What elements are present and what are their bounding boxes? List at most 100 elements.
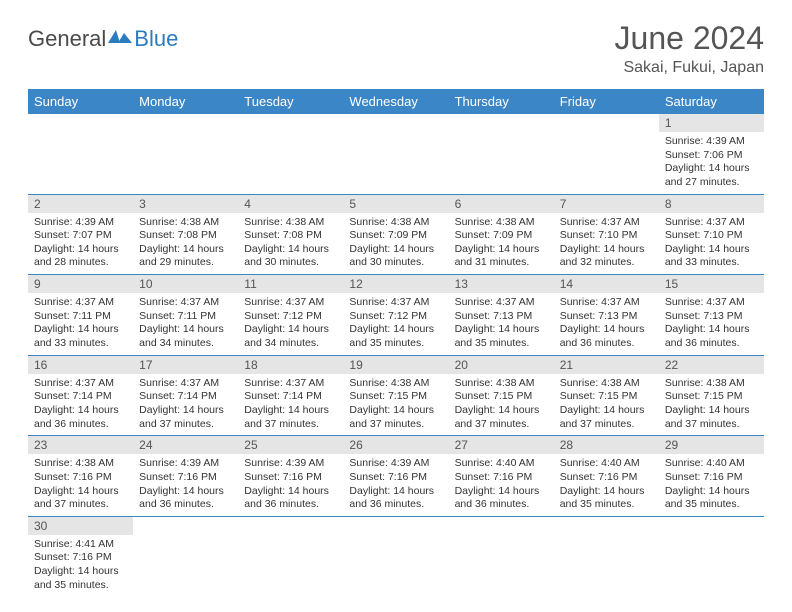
- sunset-text: Sunset: 7:16 PM: [34, 471, 127, 485]
- day-body: Sunrise: 4:37 AMSunset: 7:14 PMDaylight:…: [238, 374, 343, 436]
- day-number: 17: [133, 356, 238, 374]
- sunset-text: Sunset: 7:13 PM: [560, 310, 653, 324]
- daylight-text: Daylight: 14 hours and 35 minutes.: [560, 485, 653, 512]
- daylight-text: Daylight: 14 hours and 37 minutes.: [244, 404, 337, 431]
- logo: General Blue: [28, 26, 178, 52]
- day-number: 1: [659, 114, 764, 132]
- daylight-text: Daylight: 14 hours and 36 minutes.: [665, 323, 758, 350]
- daylight-text: Daylight: 14 hours and 30 minutes.: [349, 243, 442, 270]
- sunset-text: Sunset: 7:15 PM: [349, 390, 442, 404]
- daylight-text: Daylight: 14 hours and 36 minutes.: [139, 485, 232, 512]
- day-body: Sunrise: 4:39 AMSunset: 7:16 PMDaylight:…: [133, 454, 238, 516]
- weekday-header: Tuesday: [238, 89, 343, 114]
- sunset-text: Sunset: 7:16 PM: [139, 471, 232, 485]
- calendar-table: Sunday Monday Tuesday Wednesday Thursday…: [28, 89, 764, 596]
- calendar-cell: 7Sunrise: 4:37 AMSunset: 7:10 PMDaylight…: [554, 194, 659, 275]
- sunrise-text: Sunrise: 4:38 AM: [244, 216, 337, 230]
- sunset-text: Sunset: 7:11 PM: [34, 310, 127, 324]
- calendar-cell: 14Sunrise: 4:37 AMSunset: 7:13 PMDayligh…: [554, 275, 659, 356]
- calendar-cell: 22Sunrise: 4:38 AMSunset: 7:15 PMDayligh…: [659, 355, 764, 436]
- calendar-cell: [449, 114, 554, 194]
- daylight-text: Daylight: 14 hours and 35 minutes.: [349, 323, 442, 350]
- day-number: 3: [133, 195, 238, 213]
- calendar-cell: 9Sunrise: 4:37 AMSunset: 7:11 PMDaylight…: [28, 275, 133, 356]
- flag-icon: [106, 27, 134, 52]
- sunrise-text: Sunrise: 4:37 AM: [34, 296, 127, 310]
- daylight-text: Daylight: 14 hours and 30 minutes.: [244, 243, 337, 270]
- daylight-text: Daylight: 14 hours and 36 minutes.: [34, 404, 127, 431]
- sunset-text: Sunset: 7:15 PM: [560, 390, 653, 404]
- day-number: 24: [133, 436, 238, 454]
- sunrise-text: Sunrise: 4:37 AM: [139, 296, 232, 310]
- daylight-text: Daylight: 14 hours and 34 minutes.: [244, 323, 337, 350]
- calendar-week-row: 30Sunrise: 4:41 AMSunset: 7:16 PMDayligh…: [28, 516, 764, 596]
- calendar-cell: 11Sunrise: 4:37 AMSunset: 7:12 PMDayligh…: [238, 275, 343, 356]
- sunset-text: Sunset: 7:16 PM: [349, 471, 442, 485]
- calendar-cell: 13Sunrise: 4:37 AMSunset: 7:13 PMDayligh…: [449, 275, 554, 356]
- day-body: Sunrise: 4:39 AMSunset: 7:16 PMDaylight:…: [343, 454, 448, 516]
- calendar-cell: 24Sunrise: 4:39 AMSunset: 7:16 PMDayligh…: [133, 436, 238, 517]
- sunrise-text: Sunrise: 4:41 AM: [34, 538, 127, 552]
- sunrise-text: Sunrise: 4:37 AM: [244, 377, 337, 391]
- day-number: 14: [554, 275, 659, 293]
- sunrise-text: Sunrise: 4:40 AM: [455, 457, 548, 471]
- day-body: Sunrise: 4:39 AMSunset: 7:06 PMDaylight:…: [659, 132, 764, 194]
- day-body: Sunrise: 4:37 AMSunset: 7:12 PMDaylight:…: [343, 293, 448, 355]
- calendar-cell: 1Sunrise: 4:39 AMSunset: 7:06 PMDaylight…: [659, 114, 764, 194]
- daylight-text: Daylight: 14 hours and 34 minutes.: [139, 323, 232, 350]
- sunset-text: Sunset: 7:16 PM: [665, 471, 758, 485]
- sunrise-text: Sunrise: 4:40 AM: [665, 457, 758, 471]
- day-body: Sunrise: 4:38 AMSunset: 7:08 PMDaylight:…: [133, 213, 238, 275]
- day-body: Sunrise: 4:40 AMSunset: 7:16 PMDaylight:…: [554, 454, 659, 516]
- day-number: 19: [343, 356, 448, 374]
- calendar-cell: 18Sunrise: 4:37 AMSunset: 7:14 PMDayligh…: [238, 355, 343, 436]
- daylight-text: Daylight: 14 hours and 36 minutes.: [455, 485, 548, 512]
- calendar-cell: 25Sunrise: 4:39 AMSunset: 7:16 PMDayligh…: [238, 436, 343, 517]
- calendar-cell: 28Sunrise: 4:40 AMSunset: 7:16 PMDayligh…: [554, 436, 659, 517]
- day-number: 21: [554, 356, 659, 374]
- day-number: 27: [449, 436, 554, 454]
- day-body: Sunrise: 4:41 AMSunset: 7:16 PMDaylight:…: [28, 535, 133, 597]
- daylight-text: Daylight: 14 hours and 28 minutes.: [34, 243, 127, 270]
- sunset-text: Sunset: 7:14 PM: [139, 390, 232, 404]
- sunset-text: Sunset: 7:07 PM: [34, 229, 127, 243]
- calendar-cell: 4Sunrise: 4:38 AMSunset: 7:08 PMDaylight…: [238, 194, 343, 275]
- day-number: 23: [28, 436, 133, 454]
- sunset-text: Sunset: 7:15 PM: [455, 390, 548, 404]
- calendar-cell: 16Sunrise: 4:37 AMSunset: 7:14 PMDayligh…: [28, 355, 133, 436]
- weekday-header: Saturday: [659, 89, 764, 114]
- calendar-cell: 10Sunrise: 4:37 AMSunset: 7:11 PMDayligh…: [133, 275, 238, 356]
- calendar-cell: 20Sunrise: 4:38 AMSunset: 7:15 PMDayligh…: [449, 355, 554, 436]
- daylight-text: Daylight: 14 hours and 31 minutes.: [455, 243, 548, 270]
- sunset-text: Sunset: 7:06 PM: [665, 149, 758, 163]
- day-number: 5: [343, 195, 448, 213]
- logo-text-blue: Blue: [134, 26, 178, 52]
- daylight-text: Daylight: 14 hours and 35 minutes.: [455, 323, 548, 350]
- daylight-text: Daylight: 14 hours and 37 minutes.: [34, 485, 127, 512]
- sunset-text: Sunset: 7:15 PM: [665, 390, 758, 404]
- sunrise-text: Sunrise: 4:38 AM: [349, 377, 442, 391]
- calendar-cell: 29Sunrise: 4:40 AMSunset: 7:16 PMDayligh…: [659, 436, 764, 517]
- daylight-text: Daylight: 14 hours and 32 minutes.: [560, 243, 653, 270]
- day-body: Sunrise: 4:37 AMSunset: 7:13 PMDaylight:…: [659, 293, 764, 355]
- sunset-text: Sunset: 7:09 PM: [455, 229, 548, 243]
- calendar-cell: 3Sunrise: 4:38 AMSunset: 7:08 PMDaylight…: [133, 194, 238, 275]
- sunrise-text: Sunrise: 4:38 AM: [455, 377, 548, 391]
- month-title: June 2024: [615, 20, 764, 57]
- sunset-text: Sunset: 7:16 PM: [244, 471, 337, 485]
- weekday-header: Monday: [133, 89, 238, 114]
- daylight-text: Daylight: 14 hours and 33 minutes.: [665, 243, 758, 270]
- sunrise-text: Sunrise: 4:37 AM: [349, 296, 442, 310]
- sunset-text: Sunset: 7:08 PM: [244, 229, 337, 243]
- calendar-cell: 5Sunrise: 4:38 AMSunset: 7:09 PMDaylight…: [343, 194, 448, 275]
- weekday-header: Thursday: [449, 89, 554, 114]
- calendar-cell: [28, 114, 133, 194]
- day-body: Sunrise: 4:38 AMSunset: 7:16 PMDaylight:…: [28, 454, 133, 516]
- day-body: Sunrise: 4:37 AMSunset: 7:14 PMDaylight:…: [28, 374, 133, 436]
- day-number: 7: [554, 195, 659, 213]
- sunset-text: Sunset: 7:14 PM: [244, 390, 337, 404]
- sunrise-text: Sunrise: 4:39 AM: [665, 135, 758, 149]
- sunset-text: Sunset: 7:12 PM: [244, 310, 337, 324]
- day-number: 13: [449, 275, 554, 293]
- day-body: Sunrise: 4:39 AMSunset: 7:07 PMDaylight:…: [28, 213, 133, 275]
